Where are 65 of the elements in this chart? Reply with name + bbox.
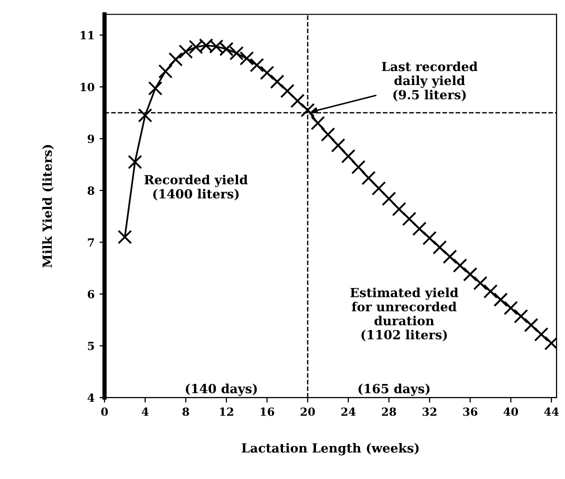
y-tick-label: 6 — [88, 290, 94, 298]
point — [412, 222, 427, 236]
point — [158, 64, 173, 78]
y-tick-label: 11 — [80, 31, 94, 40]
annotation: (165 days) — [358, 384, 430, 396]
point — [260, 66, 274, 80]
point — [463, 267, 478, 282]
annotation: Last recorded daily yield (9.5 liters) — [382, 62, 478, 102]
point — [402, 212, 416, 226]
x-tick-label: 8 — [182, 407, 190, 416]
y-tick-label: 4 — [88, 394, 94, 402]
point — [118, 230, 132, 244]
point — [473, 276, 488, 290]
point — [128, 154, 142, 170]
point — [534, 327, 548, 342]
point — [280, 84, 295, 98]
point — [310, 116, 325, 130]
point — [372, 181, 386, 196]
x-tick-label: 24 — [341, 407, 356, 416]
point — [514, 309, 528, 324]
point — [442, 250, 458, 264]
point — [483, 284, 498, 299]
x-tick-label: 16 — [260, 407, 274, 416]
point — [494, 292, 508, 307]
x-axis-title: Lactation Length (weeks) — [242, 443, 419, 456]
point — [250, 58, 264, 72]
point — [524, 318, 538, 332]
point — [422, 230, 437, 246]
point — [148, 81, 162, 96]
point — [330, 138, 346, 153]
x-tick-label: 0 — [101, 407, 108, 416]
point — [432, 240, 447, 255]
point — [168, 52, 183, 67]
point — [300, 103, 315, 118]
x-tick-label: 32 — [422, 407, 436, 416]
point — [138, 108, 152, 123]
point — [341, 149, 356, 164]
y-tick-label: 10 — [80, 82, 94, 92]
point — [351, 160, 366, 174]
annotation: Estimated yield for unrecorded duration (1102 liters) — [350, 288, 458, 342]
point — [270, 74, 284, 89]
annotation: Recorded yield (1400 liters) — [144, 174, 248, 200]
x-tick-label: 12 — [220, 407, 234, 416]
x-tick-label: 44 — [544, 407, 559, 416]
y-tick-label: 5 — [88, 342, 94, 350]
x-tick-label: 20 — [300, 407, 315, 416]
x-tick-label: 36 — [463, 407, 478, 416]
point — [229, 46, 244, 60]
point — [392, 202, 406, 216]
x-tick-label: 4 — [142, 407, 149, 416]
y-axis-title: Milk Yield (liters) — [42, 145, 54, 268]
point — [240, 51, 254, 66]
y-tick-label: 8 — [88, 186, 94, 195]
annotation: (140 days) — [186, 384, 257, 396]
point — [504, 300, 518, 316]
y-tick-label: 9 — [88, 134, 94, 144]
x-tick-label: 28 — [382, 407, 396, 416]
point — [361, 170, 376, 186]
point — [382, 192, 396, 206]
point — [452, 258, 468, 273]
point — [178, 44, 193, 59]
point — [290, 94, 305, 108]
point — [320, 127, 336, 142]
y-tick-label: 7 — [88, 238, 94, 246]
x-tick-label: 40 — [504, 407, 518, 416]
